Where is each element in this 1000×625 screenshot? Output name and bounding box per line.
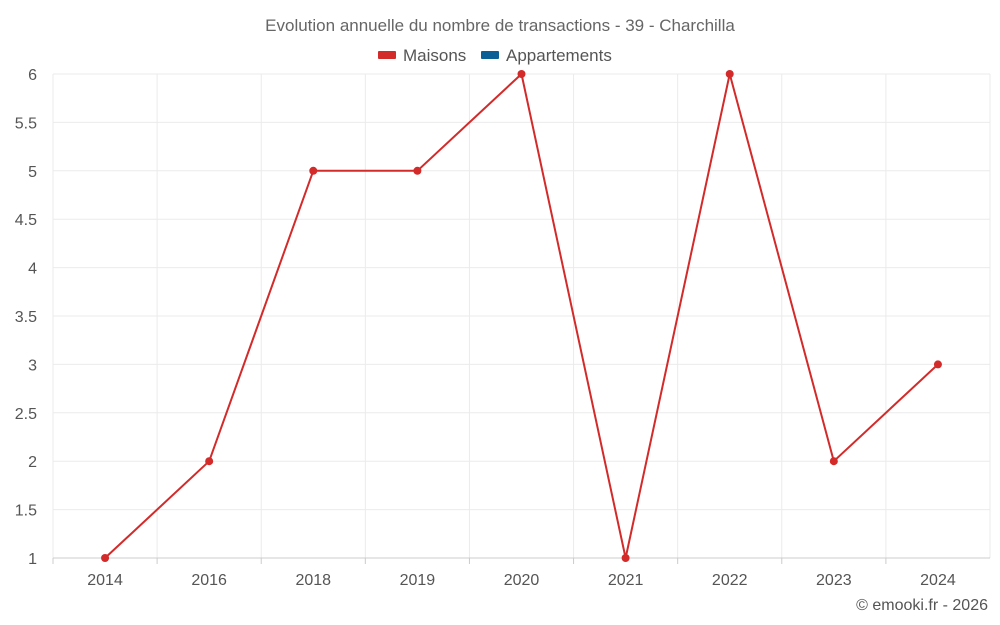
legend-label-appartements: Appartements <box>506 46 612 65</box>
x-tick-label: 2014 <box>87 572 123 589</box>
data-point-maisons[interactable] <box>413 166 422 175</box>
data-point-maisons[interactable] <box>309 166 318 175</box>
legend-item-maisons[interactable]: Maisons <box>378 46 466 65</box>
y-tick-label: 4.5 <box>15 212 37 229</box>
y-tick-label: 6 <box>28 67 37 84</box>
x-tick-label: 2020 <box>504 572 540 589</box>
data-point-maisons[interactable] <box>101 554 110 562</box>
y-tick-label: 5 <box>28 164 37 181</box>
y-tick-label: 1 <box>28 551 37 568</box>
y-tick-label: 5.5 <box>15 115 37 132</box>
series <box>101 70 942 562</box>
x-tick-label: 2018 <box>295 572 331 589</box>
x-tick-label: 2023 <box>816 572 852 589</box>
x-tick-label: 2019 <box>400 572 436 589</box>
legend-swatch-maisons <box>378 51 396 59</box>
data-point-maisons[interactable] <box>829 457 838 466</box>
legend-label-maisons: Maisons <box>403 46 466 65</box>
data-point-maisons[interactable] <box>205 457 214 466</box>
y-tick-label: 1.5 <box>15 503 37 520</box>
data-point-maisons[interactable] <box>933 360 942 369</box>
y-tick-label: 4 <box>28 261 37 278</box>
chart-title: Evolution annuelle du nombre de transact… <box>265 16 735 35</box>
axes: 1 1.5 2 2.5 3 3.5 4 4.5 5 5.5 6 2014 2016 2018 2019 202… <box>15 67 990 589</box>
legend: Maisons Appartements <box>378 46 612 65</box>
legend-swatch-appartements <box>481 51 499 59</box>
y-tick-label: 2.5 <box>15 406 37 423</box>
x-tick-label: 2024 <box>920 572 956 589</box>
y-tick-label: 2 <box>28 454 37 471</box>
credit-text: © emooki.fr - 2026 <box>856 597 988 614</box>
x-tick-label: 2022 <box>712 572 748 589</box>
grid <box>52 73 991 558</box>
data-point-maisons[interactable] <box>621 554 630 562</box>
data-point-maisons[interactable] <box>517 70 526 78</box>
data-point-maisons[interactable] <box>725 70 734 78</box>
x-tick-label: 2021 <box>608 572 644 589</box>
y-tick-label: 3.5 <box>15 309 37 326</box>
y-tick-label: 3 <box>28 357 37 374</box>
x-tick-label: 2016 <box>191 572 227 589</box>
legend-item-appartements[interactable]: Appartements <box>481 46 612 65</box>
